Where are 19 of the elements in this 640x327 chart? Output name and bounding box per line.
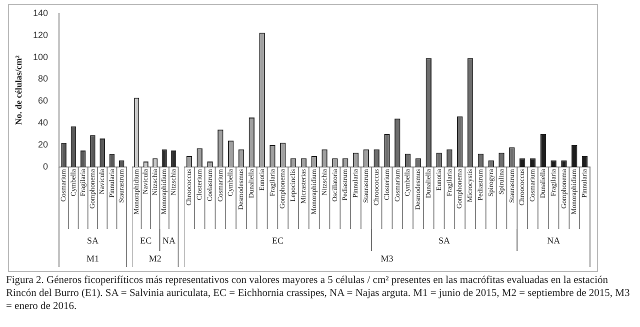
y-tick-label: 120 [32,30,48,40]
y-tick-label: 140 [32,8,48,18]
y-tick-label: 100 [32,52,48,62]
text: NA [162,235,176,246]
text: SA [438,235,451,246]
y-tick-label: 0 [42,161,48,172]
y-tick-label: 40 [38,118,48,128]
text: SA [86,235,99,246]
x-axis-title: M1 [86,253,99,264]
y-axis-title: No. de células/cm² [14,55,24,125]
text: NA [547,235,561,246]
y-tick-label: 60 [38,96,48,106]
x-axis-title: M2 [148,253,162,264]
y-tick-label: 20 [38,140,48,150]
text: EC [272,235,284,246]
text: EC [140,235,152,246]
text: Figura 2. Géneros ficoperifíticos más representativos con valores mayores a 5 células / cm² presentes en las macrófitas evaluadas en la estación Rincón del Burro (E1). SA = Salvinia auriculata, EC = Eichhornia crassipes, NA = Najas arguta. M1 = junio de 2015, M2 = septiembre de 2015, M3 = enero de 2016. [6,274,631,313]
x-axis-title: M3 [380,253,394,264]
y-tick-label: 80 [38,74,48,84]
